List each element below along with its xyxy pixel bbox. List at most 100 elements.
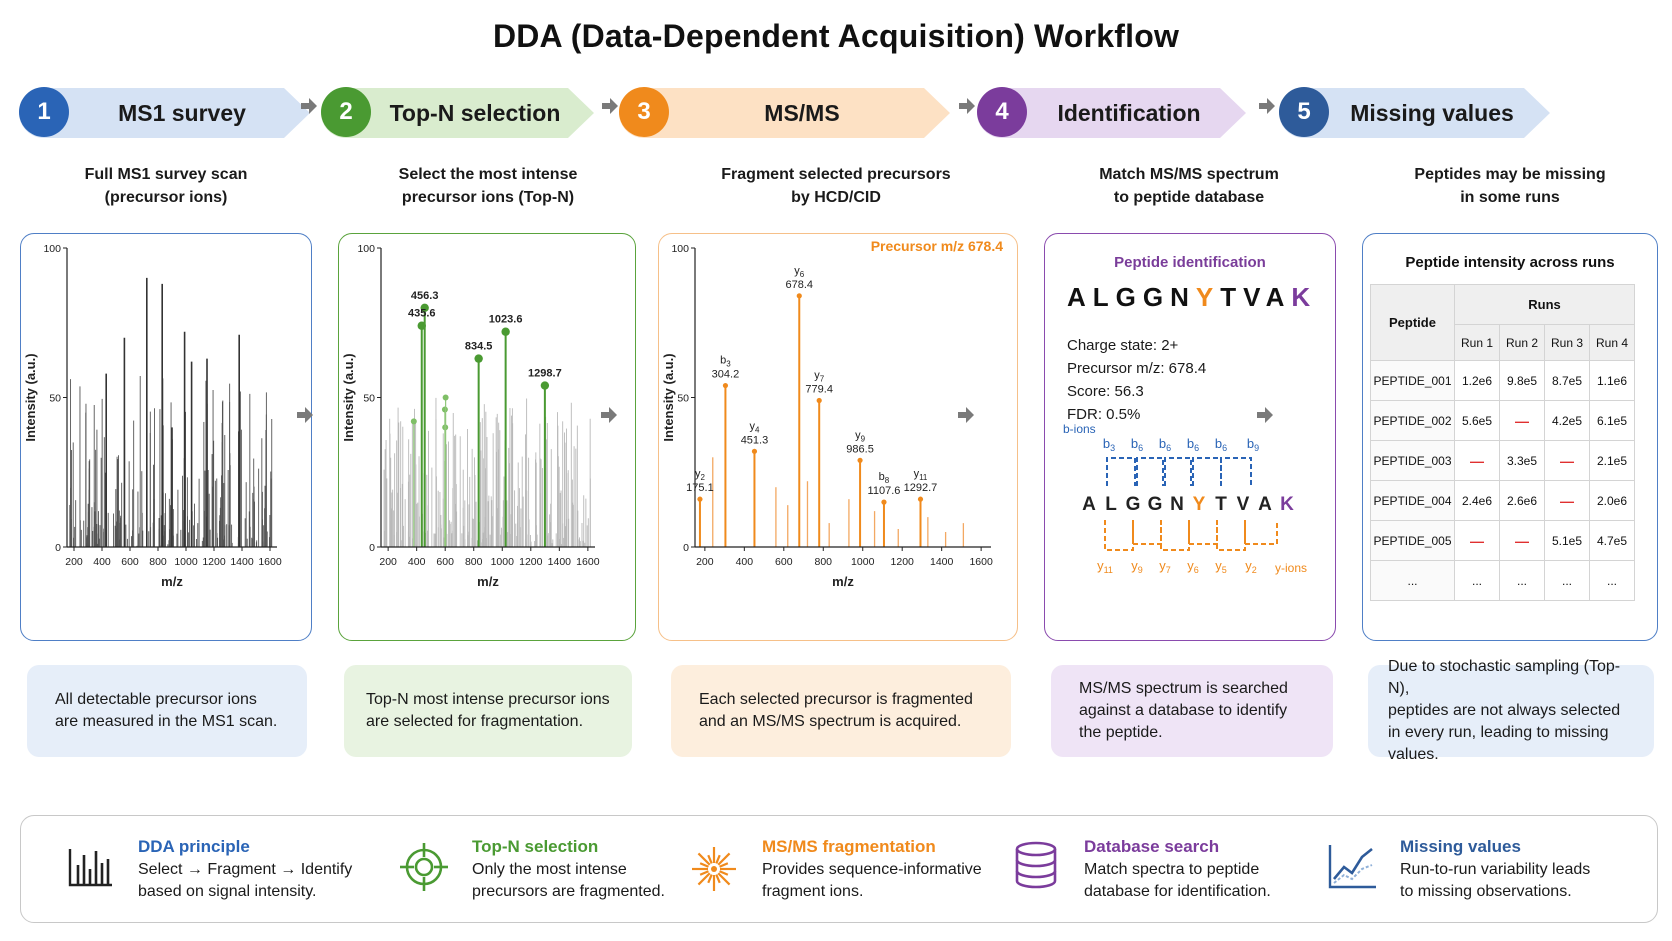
residue: L <box>1092 282 1116 312</box>
peak-marker <box>722 382 729 389</box>
score: Score: 56.3 <box>1067 383 1144 400</box>
bar-chart-icon <box>68 849 112 887</box>
step-5-banner: 5 Missing values <box>1278 86 1554 140</box>
intensity-cell: 4.7e5 <box>1589 520 1635 561</box>
table-row: PEPTIDE_002 5.6e5—4.2e5 6.1e5 <box>1370 400 1635 441</box>
peak-label: 834.5 <box>465 341 493 353</box>
x-tick-label: 1600 <box>969 556 993 568</box>
step-2-description: Select the most intense precursor ions (T… <box>398 166 578 206</box>
y-axis-label: Intensity (a.u.) <box>661 353 676 441</box>
step-1-banner: 1 MS1 survey <box>18 86 314 140</box>
step-3-banner: 3 MS/MS <box>618 86 954 140</box>
x-tick-label: 600 <box>121 556 139 568</box>
peak-marker <box>442 394 449 401</box>
flow-arrow-icon <box>959 98 975 114</box>
y-tick-label: 100 <box>671 243 689 255</box>
axes: 0 50 100 200 400 600 800 1000 1200 1400 1600 m/z Int… <box>341 243 600 589</box>
step-1-description: Full MS1 survey scan (precursor ions) <box>84 166 248 206</box>
database-icon <box>1015 841 1057 889</box>
run-header: Run 1 <box>1454 324 1500 361</box>
intensity-cell: 5.1e5 <box>1544 520 1590 561</box>
x-tick-label: 1200 <box>891 556 915 568</box>
x-tick-label: 1000 <box>491 556 515 568</box>
legend-topn-selection: Top-N selection Only the most intense pre… <box>398 833 688 903</box>
intensity-cell: 9.8e5 <box>1499 360 1545 401</box>
legend-dda-principle: DDA principle Select → Fragment → Identi… <box>64 833 354 903</box>
intensity-cell: ... <box>1454 560 1500 601</box>
peak-marker <box>417 321 426 330</box>
table-row: PEPTIDE_004 2.4e6 2.6e6—2.0e6 <box>1370 480 1635 521</box>
x-tick-label: 600 <box>436 556 454 568</box>
peak-label: 986.5 <box>846 443 874 455</box>
topn-spectrum-panel: 456.3 435.6 834.5 1023.6 1298.7 0 50 100 200 400 6… <box>338 233 636 641</box>
y-ion-mark: y11 <box>1097 558 1113 575</box>
peak-marker <box>796 293 802 299</box>
page-title: DDA (Data-Dependent Acquisition) Workflo… <box>492 18 1180 54</box>
flow-arrow-icon <box>602 98 618 114</box>
peptide-cell: PEPTIDE_005 <box>1370 520 1455 561</box>
b-ion-brackets <box>1106 457 1252 486</box>
peak-marker <box>697 496 703 502</box>
step-2-banner: 2 Top-N selection <box>320 86 598 140</box>
step-4-banner: 4 Identification <box>976 86 1250 140</box>
table-title: Peptide intensity across runs <box>1405 254 1615 271</box>
y-tick-label: 50 <box>49 393 61 405</box>
residue: Y <box>1195 282 1221 312</box>
flow-arrow-icon <box>297 407 313 423</box>
peak-label: 779.4 <box>805 383 833 395</box>
y-ion-mark: y7 <box>1159 558 1171 575</box>
peak-label: 678.4 <box>786 279 814 291</box>
x-tick-label: 1000 <box>174 556 198 568</box>
x-axis-label: m/z <box>832 574 854 589</box>
table-row: ............... <box>1370 560 1635 601</box>
ladder-residue: A <box>1082 494 1096 515</box>
peak-marker <box>420 303 429 312</box>
intensity-cell: 3.3e5 <box>1499 440 1545 481</box>
peak-marker <box>540 381 550 390</box>
intensity-cell: — <box>1454 520 1500 561</box>
y-tick-label: 100 <box>43 243 61 255</box>
intensity-cell: — <box>1499 520 1545 561</box>
x-tick-label: 800 <box>815 556 833 568</box>
x-tick-label: 400 <box>93 556 111 568</box>
intensity-cell: 1.2e6 <box>1454 360 1500 401</box>
step-4-description: Match MS/MS spectrum to peptide database <box>1099 166 1279 206</box>
x-tick-label: 600 <box>775 556 793 568</box>
b-ion-mark: b6 <box>1215 436 1227 453</box>
identification-title: Peptide identification <box>1114 254 1266 271</box>
precursor-label: Precursor m/z 678.4 <box>871 238 1004 254</box>
ladder-residue: K <box>1280 494 1294 515</box>
peak-marker <box>917 496 924 502</box>
axes: 0 50 100 200 400 600 800 1000 1200 1400 1600 m/z Int… <box>23 243 282 589</box>
x-tick-label: 800 <box>465 556 483 568</box>
background-peaks <box>383 397 591 547</box>
peak-label: 1107.6 <box>868 485 901 497</box>
flow-arrow-icon <box>301 98 317 114</box>
table-row: PEPTIDE_003—3.3e5—2.1e5 <box>1370 440 1635 481</box>
msms-spectrum-panel: Precursor m/z 678.4 y2 175.1 b3 304.2 y4 451.3… <box>658 233 1018 641</box>
intensity-cell: ... <box>1544 560 1590 601</box>
step-5-description: Peptides may be missing in some runs <box>1414 166 1606 206</box>
peak-label: 435.6 <box>408 308 436 320</box>
step-1-note: All detectable precursor ions are measure… <box>27 665 307 757</box>
residue: K <box>1291 282 1318 312</box>
step-2-note: Top-N most intense precursor ions are sel… <box>344 665 632 757</box>
residue: N <box>1170 282 1196 312</box>
ion-label: b3 <box>720 355 731 369</box>
intensity-cell: 2.1e5 <box>1589 440 1635 481</box>
peak-marker <box>816 397 822 404</box>
y-tick-label: 50 <box>677 393 689 405</box>
intensity-cell: 6.1e5 <box>1589 400 1635 441</box>
ms1-spectrum-panel: 0 50 100 200 400 600 800 1000 1200 1400 1600 m/z Int… <box>20 233 312 641</box>
missing-values-panel: Peptide intensity across runs Peptide Run… <box>1362 233 1658 641</box>
step-label: MS1 survey <box>118 99 246 126</box>
burst-icon <box>692 847 736 891</box>
legend-database-search: Database search Match spectra to peptide… <box>1010 833 1290 903</box>
y-tick-label: 0 <box>369 542 375 554</box>
intensity-cell: 2.0e6 <box>1589 480 1635 521</box>
ladder-residue: G <box>1148 494 1163 515</box>
intensity-table: Peptide Runs Run 1 Run 2 Run 3 Run 4 PEPTIDE_0… <box>1370 284 1635 601</box>
ion-label: y11 <box>914 468 928 482</box>
intensity-cell: — <box>1499 400 1545 441</box>
x-tick-label: 800 <box>149 556 167 568</box>
